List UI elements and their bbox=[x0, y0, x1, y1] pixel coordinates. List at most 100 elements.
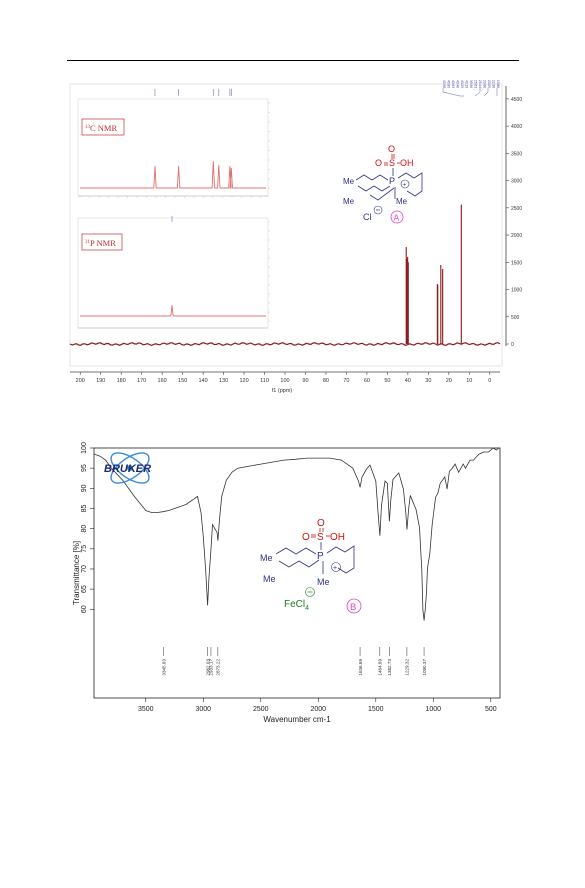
ir-peak-label: 2873.22 bbox=[216, 659, 221, 676]
ir-y-tick-label: 60 bbox=[81, 605, 88, 613]
struct-a-me3: Me bbox=[343, 197, 355, 206]
nmr-peak-list-label: 25.44 bbox=[478, 80, 482, 88]
ir-figure: 100 95 90 85 80 75 70 65 60 3500 3000 2500 2000 1500… bbox=[72, 442, 501, 724]
ir-peak-label: 2933.17 bbox=[209, 659, 214, 676]
nmr-x-tick-label: 140 bbox=[199, 378, 208, 384]
ir-y-tick-label: 85 bbox=[81, 504, 88, 512]
nmr-x-tick-label: 30 bbox=[425, 378, 431, 384]
struct-b-me2: Me bbox=[263, 574, 276, 584]
nmr-x-tick-label: 120 bbox=[239, 378, 248, 384]
struct-a-o: O bbox=[375, 158, 382, 168]
ir-ylabel: Transmittance [%] bbox=[72, 541, 81, 605]
nmr-y-tick-label: 3500 bbox=[511, 151, 522, 157]
nmr-x-tick-label: 20 bbox=[446, 378, 452, 384]
nmr-peak-list-label: 40.46 bbox=[456, 80, 460, 88]
inset-13c-spectrum bbox=[80, 160, 266, 189]
svg-text:+: + bbox=[333, 565, 337, 572]
bruker-logo-text: BRUKER bbox=[104, 463, 151, 475]
nmr-peak-list-label: 23.09 bbox=[487, 80, 491, 88]
struct-b-fecl: FeCl4 bbox=[284, 599, 309, 612]
structure-b: O O S OH P + Me Me Me FeCl4 B bbox=[260, 518, 362, 614]
nmr-y-tick-label: 0 bbox=[511, 342, 514, 348]
struct-a-me2: Me bbox=[396, 197, 408, 206]
struct-a-p: P bbox=[389, 176, 395, 186]
nmr-y-tick-label: 2000 bbox=[511, 233, 522, 239]
struct-b-s: S bbox=[317, 532, 324, 543]
inset-31p-label-box bbox=[81, 233, 123, 251]
nmr-y-tick-label: 1500 bbox=[511, 260, 522, 266]
ir-peak-label: 1229.32 bbox=[405, 659, 410, 676]
ir-peak-label: 2962.03 bbox=[205, 659, 210, 676]
struct-a-oh: OH bbox=[400, 158, 414, 168]
inset-31p-label: 31P NMR bbox=[85, 238, 116, 248]
inset-31p-spectrum bbox=[80, 304, 266, 317]
nmr-x-tick-label: 10 bbox=[466, 378, 472, 384]
nmr-peak-list-label: 40.96 bbox=[442, 80, 446, 88]
ir-peak-label: 1464.89 bbox=[378, 659, 383, 676]
nmr-x-tick-label: 130 bbox=[219, 378, 228, 384]
struct-b-me1: Me bbox=[260, 553, 273, 563]
struct-a-s: S bbox=[389, 158, 395, 168]
nmr-x-tick-label: 90 bbox=[302, 378, 308, 384]
structure-a: O S OH O P + Me Me Me Cl A bbox=[343, 144, 423, 224]
inset-31p: 31P NMR bbox=[77, 216, 270, 329]
ir-y-tick-label: 100 bbox=[81, 442, 88, 454]
struct-b-oh: OH bbox=[330, 532, 345, 543]
nmr-peak-list-label: 40.29 bbox=[460, 80, 464, 88]
struct-b-me3: Me bbox=[317, 577, 330, 587]
struct-a-o2: O bbox=[388, 144, 395, 154]
ir-y-tick-label: 75 bbox=[81, 545, 88, 553]
ir-plot-frame bbox=[93, 447, 501, 699]
nmr-x-tick-label: 190 bbox=[96, 378, 105, 384]
nmr-x-tick-label: 50 bbox=[384, 378, 390, 384]
nmr-peak-list-label: 13.86 bbox=[496, 80, 500, 88]
ir-y-tick-label: 80 bbox=[81, 525, 88, 533]
struct-a-badge: A bbox=[394, 213, 400, 223]
bruker-logo: BRUKER bbox=[104, 452, 151, 484]
nmr-x-tick-label: 60 bbox=[364, 378, 370, 384]
struct-b-o: O bbox=[317, 518, 325, 529]
nmr-peak-list-connectors bbox=[442, 88, 498, 97]
struct-b-p: P bbox=[317, 551, 324, 562]
nmr-peak-list-label: 40.13 bbox=[465, 80, 469, 88]
ir-peak-label: 1636.69 bbox=[358, 659, 363, 676]
ir-x-tick-label: 2500 bbox=[253, 706, 269, 713]
nmr-y-tick-label: 4000 bbox=[511, 124, 522, 130]
ir-x-tick-label: 500 bbox=[485, 706, 497, 713]
ir-y-tick-label: 90 bbox=[81, 484, 88, 492]
nmr-x-tick-label: 180 bbox=[117, 378, 126, 384]
page-rule bbox=[67, 60, 519, 61]
struct-b-badge: B bbox=[350, 602, 356, 613]
nmr-peak-list-label: 39.96 bbox=[469, 80, 473, 88]
nmr-x-tick-label: 160 bbox=[158, 378, 167, 384]
nmr-x-tick-label: 200 bbox=[76, 378, 85, 384]
nmr-peak-list-label: 22.98 bbox=[492, 80, 496, 88]
nmr-peak-list-label: 25.63 bbox=[474, 80, 478, 88]
struct-a-cl: Cl bbox=[363, 212, 372, 222]
nmr-y-tick-label: 2500 bbox=[511, 206, 522, 212]
nmr-x-tick-label: 40 bbox=[405, 378, 411, 384]
ir-x-tick-label: 3500 bbox=[138, 706, 154, 713]
ir-spectrum-line bbox=[93, 447, 500, 621]
nmr-x-tick-label: 150 bbox=[178, 378, 187, 384]
nmr-x-axis-label: f1 (ppm) bbox=[272, 388, 293, 394]
inset-13c: 13C NMR bbox=[77, 89, 270, 198]
ir-peak-label: 1080.37 bbox=[422, 659, 427, 676]
nmr-x-tick-label: 170 bbox=[137, 378, 146, 384]
nmr-x-tick-label: 100 bbox=[280, 378, 289, 384]
ir-y-tick-label: 65 bbox=[81, 585, 88, 593]
svg-text:+: + bbox=[403, 182, 407, 189]
nmr-x-tick-label: 80 bbox=[323, 378, 329, 384]
nmr-y-tick-label: 1000 bbox=[511, 288, 522, 294]
ir-peak-label: 1382.73 bbox=[387, 659, 392, 676]
nmr-y-tick-label: 3000 bbox=[511, 179, 522, 185]
nmr-baseline bbox=[69, 341, 501, 347]
nmr-peak-list-label: 40.63 bbox=[451, 80, 455, 88]
nmr-y-tick-label: 500 bbox=[511, 315, 520, 321]
nmr-peak-list-label: 40.80 bbox=[447, 80, 451, 88]
nmr-x-tick-label: 110 bbox=[260, 378, 269, 384]
ir-xlabel: Wavenumber cm-1 bbox=[263, 715, 331, 724]
ir-x-tick-label: 3000 bbox=[195, 706, 211, 713]
inset-13c-label-box bbox=[81, 118, 125, 136]
ir-y-tick-label: 70 bbox=[81, 565, 88, 573]
